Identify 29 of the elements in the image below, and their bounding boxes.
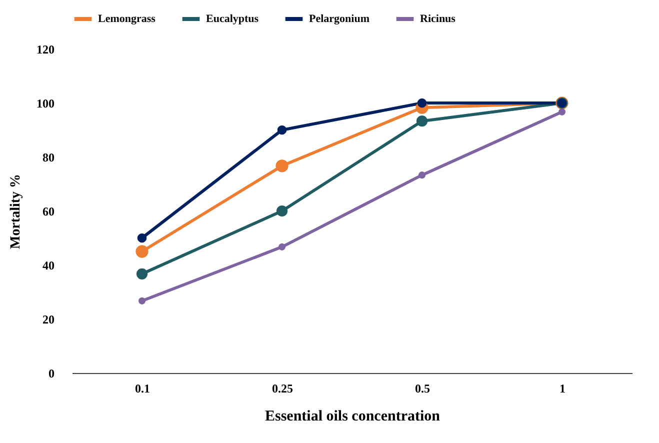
- point: [138, 297, 146, 304]
- y-axis-title: Mortality %: [8, 174, 24, 250]
- x-tick-label: 0.5: [415, 382, 430, 396]
- point: [276, 205, 288, 217]
- x-tick-label: 0.25: [272, 382, 293, 396]
- y-tick-label: 40: [42, 258, 54, 272]
- point: [276, 160, 288, 172]
- point: [277, 125, 287, 135]
- legend-label: Ricinus: [420, 13, 456, 25]
- y-tick-label: 120: [36, 42, 54, 56]
- legend-label: Eucalyptus: [206, 13, 260, 25]
- x-tick-label: 0.1: [135, 382, 150, 396]
- y-tick-label: 20: [42, 312, 54, 326]
- point: [278, 243, 286, 250]
- point: [136, 268, 148, 280]
- y-tick-label: 60: [42, 204, 54, 218]
- point: [136, 245, 148, 258]
- y-tick-label: 0: [48, 366, 54, 380]
- x-tick-label: 1: [560, 382, 566, 396]
- point: [137, 233, 147, 243]
- y-tick-label: 100: [36, 96, 54, 110]
- point: [416, 116, 428, 127]
- point: [417, 98, 427, 108]
- point: [558, 108, 566, 116]
- y-tick-label: 80: [42, 150, 54, 164]
- legend-label: Pelargonium: [309, 13, 370, 25]
- x-axis-title: Essential oils concentration: [265, 408, 441, 424]
- legend-label: Lemongrass: [98, 13, 156, 25]
- point: [418, 172, 426, 179]
